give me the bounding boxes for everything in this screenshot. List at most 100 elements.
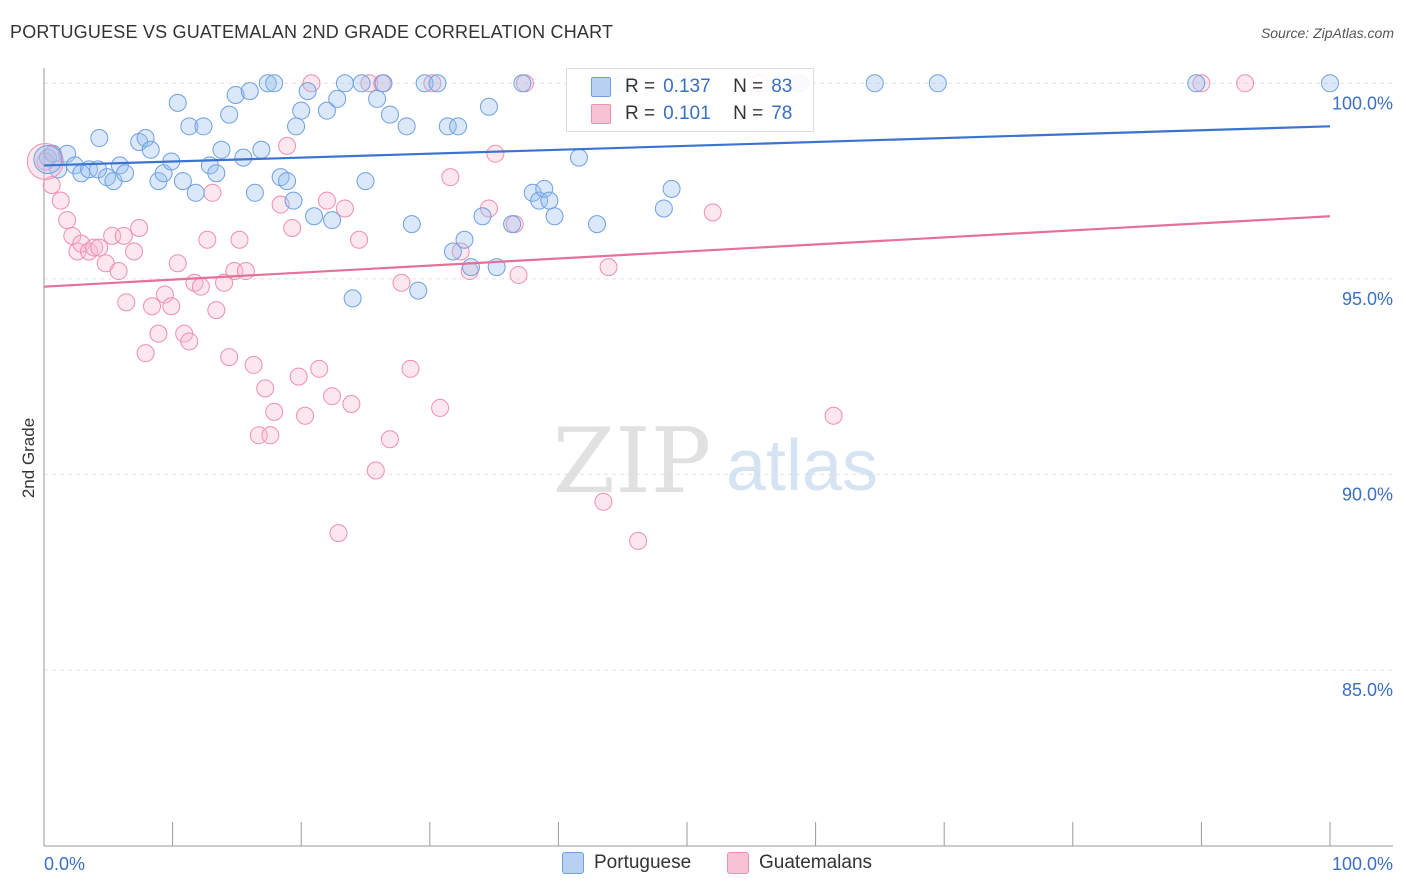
guatemalans-point: [323, 387, 342, 406]
legend-row-portuguese: R = 0.137 N = 83: [591, 75, 792, 99]
portuguese-point: [305, 207, 324, 226]
guatemalans-point: [244, 355, 263, 374]
guatemalans-point: [51, 191, 70, 210]
portuguese-point: [535, 179, 554, 198]
portuguese-point: [245, 183, 264, 202]
guatemalans-point: [401, 359, 420, 378]
portuguese-point: [116, 164, 135, 183]
bottom-legend-swatch-guatemalans: [727, 852, 749, 874]
guatemalans-point: [423, 74, 442, 93]
guatemalans-point: [215, 273, 234, 292]
x-tick-label-max: 100.0%: [1332, 854, 1393, 874]
portuguese-point: [545, 207, 564, 226]
portuguese-point: [865, 74, 884, 93]
guatemalans-point: [629, 531, 648, 550]
portuguese-point: [397, 117, 416, 136]
portuguese-point: [287, 117, 306, 136]
guatemalans-point: [149, 324, 168, 343]
watermark-atlas: atlas: [726, 426, 878, 506]
legend: R = 0.137 N = 83 R = 0.101 N = 78: [566, 68, 814, 132]
guatemalans-point: [278, 136, 297, 155]
guatemalans-point: [114, 226, 133, 245]
guatemalans-point: [441, 168, 460, 187]
guatemalans-point: [1192, 74, 1211, 93]
portuguese-point: [352, 74, 371, 93]
data-points: [26, 74, 1339, 550]
chart-title: PORTUGUESE VS GUATEMALAN 2ND GRADE CORRE…: [10, 22, 614, 42]
portuguese-point: [317, 101, 336, 120]
portuguese-point: [168, 93, 187, 112]
bottom-legend-label-portuguese: Portuguese: [594, 852, 692, 873]
y-tick-label: 95.0%: [1342, 289, 1393, 309]
guatemalans-point: [599, 258, 618, 277]
guatemalans-point: [265, 402, 284, 421]
portuguese-point: [356, 172, 375, 191]
portuguese-point: [380, 105, 399, 124]
y-axis-label: 2nd Grade: [19, 418, 38, 498]
guatemalans-point: [329, 524, 348, 543]
portuguese-point: [173, 172, 192, 191]
portuguese-point: [284, 191, 303, 210]
guatemalans-point: [230, 230, 249, 249]
portuguese-point: [461, 258, 480, 277]
guatemalans-point: [125, 242, 144, 261]
guatemalans-point: [317, 191, 336, 210]
portuguese-point: [455, 230, 474, 249]
legend-swatch-guatemalans: [591, 104, 611, 124]
portuguese-point: [258, 74, 277, 93]
legend-swatch-portuguese: [591, 77, 611, 97]
bottom-legend: Portuguese Guatemalans: [0, 852, 1406, 876]
axes: [43, 68, 1393, 847]
guatemalans-point: [256, 379, 275, 398]
guatemalans-point: [283, 219, 302, 238]
portuguese-point: [89, 160, 108, 179]
guatemalans-point: [824, 406, 843, 425]
portuguese-point: [654, 199, 673, 218]
portuguese-point: [1187, 74, 1206, 93]
guatemalans-point: [392, 273, 411, 292]
portuguese-point: [415, 74, 434, 93]
portuguese-point: [194, 117, 213, 136]
portuguese-point: [252, 140, 271, 159]
bottom-legend-guatemalans: Guatemalans: [727, 852, 872, 874]
guatemalans-point: [451, 242, 470, 261]
portuguese-point: [368, 89, 387, 108]
legend-n-label: N =: [733, 76, 764, 97]
guatemalans-point: [136, 344, 155, 363]
bottom-legend-label-guatemalans: Guatemalans: [759, 852, 873, 873]
x-tick-label-min: 0.0%: [44, 854, 85, 874]
tick-labels: 85.0% 90.0% 95.0% 100.0% 0.0% 100.0%: [44, 93, 1393, 874]
trend-lines: [43, 125, 1331, 288]
portuguese-point: [141, 140, 160, 159]
legend-r-label: R =: [625, 76, 656, 97]
portuguese-point: [298, 82, 317, 101]
portuguese-point: [402, 215, 421, 234]
portuguese-point: [343, 289, 362, 308]
portuguese-point: [323, 211, 342, 230]
portuguese-point: [33, 145, 63, 175]
portuguese-point: [503, 215, 522, 234]
legend-r-value: 0.101: [663, 103, 711, 124]
portuguese-point: [212, 140, 231, 159]
y-tick-label: 85.0%: [1342, 680, 1393, 700]
portuguese-point: [278, 172, 297, 191]
legend-n-value: 83: [771, 76, 793, 97]
guatemalans-point: [117, 293, 136, 312]
guatemalans-point: [198, 230, 217, 249]
portuguese-point: [569, 148, 588, 167]
guatemalans-point: [1236, 74, 1255, 93]
portuguese-point: [449, 117, 468, 136]
guatemalans-trend-line: [43, 215, 1331, 288]
guatemalans-point: [143, 297, 162, 316]
guatemalans-point: [130, 219, 149, 238]
guatemalans-point: [58, 211, 77, 230]
guatemalans-point: [207, 301, 226, 320]
portuguese-point: [90, 129, 109, 148]
guatemalans-point: [109, 262, 128, 281]
bottom-legend-portuguese: Portuguese: [562, 852, 691, 874]
watermark-zip: ZIP: [553, 409, 712, 514]
guatemalans-point: [310, 359, 329, 378]
portuguese-point: [409, 281, 428, 300]
portuguese-point: [220, 105, 239, 124]
portuguese-point: [328, 89, 347, 108]
